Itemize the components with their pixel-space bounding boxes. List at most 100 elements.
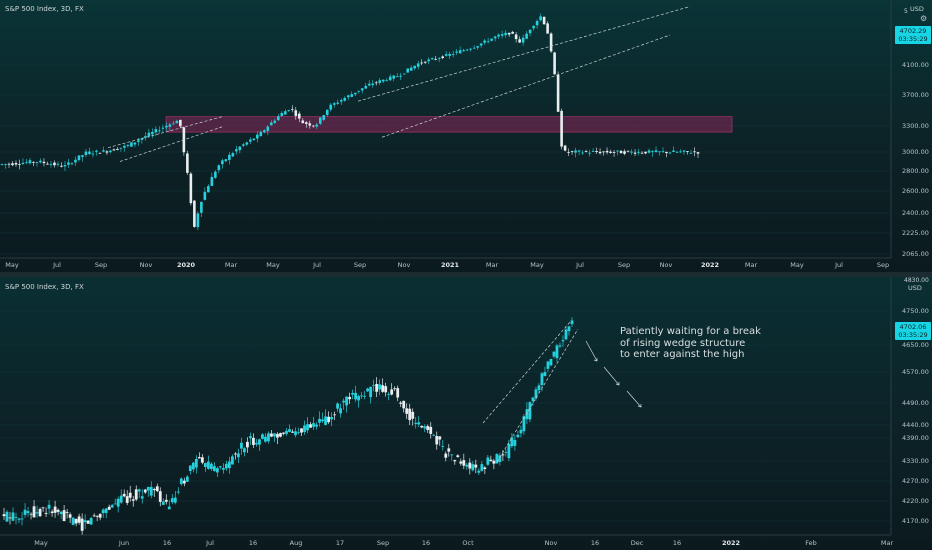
candle-body [42, 161, 46, 164]
chart-pane-bottom[interactable]: S&P 500 Index, 3D, FX 4830.00 USD 4702.0… [0, 277, 932, 550]
chart-pane-top[interactable]: S&P 500 Index, 3D, FX USD 5 ⚙ 4702.29 03… [0, 0, 932, 272]
candle-body [197, 457, 201, 459]
candle-body [385, 80, 389, 82]
candle-body [109, 150, 112, 153]
candle-body [25, 162, 28, 163]
candle-body [472, 47, 476, 49]
candle-body [297, 432, 300, 434]
candle-body [259, 132, 263, 137]
candle-body [486, 41, 490, 43]
candle-body [507, 32, 511, 35]
candle-body [315, 124, 319, 127]
candle-body [387, 394, 391, 395]
candle-body [417, 422, 421, 425]
candle-body [273, 433, 276, 437]
candle-body [330, 416, 333, 420]
candle-body [492, 460, 496, 464]
candle-body [342, 400, 345, 403]
x-tick-label: Sep [876, 261, 890, 269]
x-tick-label: 16 [590, 539, 600, 547]
candle-body [227, 461, 231, 469]
candle-body [21, 162, 25, 164]
x-tick-label: Jul [313, 261, 321, 269]
x-tick-label: 2022 [700, 261, 720, 269]
candle-body [154, 129, 158, 133]
candle-body [393, 388, 397, 390]
candle-body [98, 514, 102, 518]
candle-body [336, 102, 340, 104]
candle-body [500, 34, 504, 36]
candle-body [483, 40, 486, 43]
candle-body [353, 92, 357, 95]
candle-body [123, 145, 126, 148]
x-tick-label: Sep [353, 261, 367, 269]
candle-body [237, 453, 240, 458]
candle-body [468, 462, 472, 469]
candle-body [231, 456, 234, 465]
candle-body [450, 454, 454, 456]
candle-body [215, 468, 219, 473]
candle-body [462, 460, 466, 466]
candle-body [194, 458, 198, 468]
x-tick-label: Mar [880, 539, 894, 547]
candle-body [542, 16, 546, 25]
candle-body [185, 476, 189, 482]
candle-body [279, 433, 282, 437]
gear-icon[interactable]: ⚙ [920, 14, 928, 23]
x-tick-label: 2021 [440, 261, 460, 269]
candle-body [546, 361, 550, 369]
candle-body [516, 434, 520, 438]
candle-body [411, 411, 415, 419]
candle-body [122, 493, 126, 497]
chart-canvas-top[interactable] [0, 0, 932, 272]
candle-body [104, 508, 108, 513]
candle-body [242, 144, 245, 146]
x-tick-label: 2020 [176, 261, 196, 269]
candle-body [264, 436, 267, 442]
candle-body [696, 152, 700, 154]
candle-body [179, 119, 182, 127]
candle-body [221, 468, 225, 470]
candle-body [552, 351, 556, 357]
chart-canvas-bottom[interactable] [0, 277, 932, 550]
x-tick-label: Jul [206, 539, 214, 547]
candle-body [616, 150, 619, 152]
candle-body [11, 512, 15, 521]
candle-body [348, 396, 352, 400]
candle-body [574, 150, 577, 153]
candle-body [531, 397, 535, 401]
candle-body [563, 145, 567, 151]
candle-body [301, 120, 305, 124]
candle-body [92, 515, 96, 517]
channel-lower-2 [381, 34, 671, 138]
y-tick-label: 2600.00 [902, 187, 929, 195]
pane-divider[interactable] [0, 272, 932, 277]
candle-body [105, 151, 109, 153]
candle-body [469, 48, 472, 50]
candle-body [679, 151, 682, 153]
candle-body [168, 124, 172, 127]
candle-body [402, 400, 406, 409]
candle-body [4, 164, 7, 165]
candle-body [451, 54, 455, 55]
candle-body [322, 115, 326, 120]
candle-body [119, 495, 123, 503]
candle-body [507, 443, 511, 459]
y-tick-label: 2800.00 [902, 167, 929, 175]
candle-body [591, 151, 595, 152]
candle-body [176, 491, 180, 493]
candle-body [270, 433, 273, 437]
candle-body [543, 372, 547, 377]
candle-body [70, 163, 74, 165]
candle-body [175, 120, 179, 124]
candle-body [558, 345, 562, 347]
candle-body [173, 497, 177, 503]
candle-body [126, 145, 130, 147]
candle-body [161, 501, 165, 505]
x-tick-label: 16 [672, 539, 682, 547]
y-tick-label: 4650.00 [902, 341, 929, 349]
y-tick-label: 4390.00 [902, 434, 929, 442]
candle-body [354, 392, 358, 400]
candle-body [291, 431, 294, 433]
candle-body [493, 36, 497, 39]
